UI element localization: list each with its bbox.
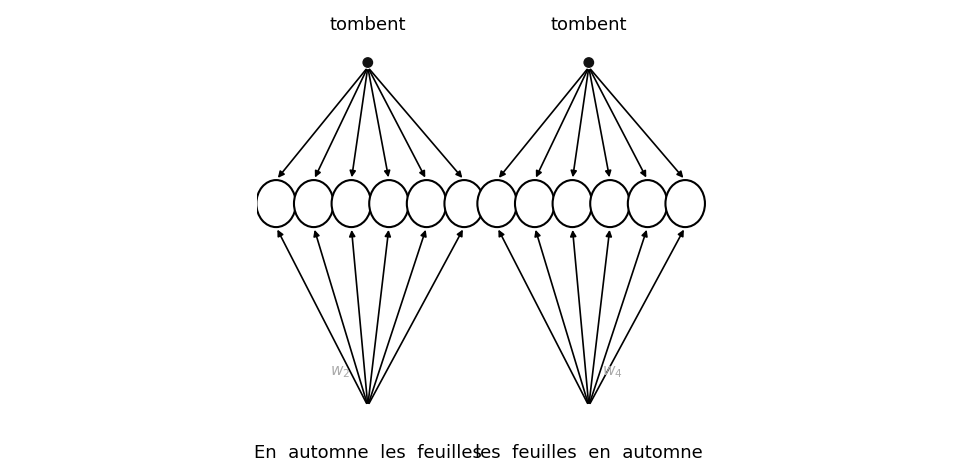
Ellipse shape — [369, 180, 409, 227]
Ellipse shape — [628, 180, 668, 227]
Ellipse shape — [553, 180, 592, 227]
Ellipse shape — [666, 180, 705, 227]
Ellipse shape — [515, 180, 554, 227]
Text: $w_2$: $w_2$ — [329, 364, 350, 380]
Text: $w_4$: $w_4$ — [602, 364, 623, 380]
Text: tombent: tombent — [329, 16, 406, 35]
Text: les  feuilles  en  automne: les feuilles en automne — [475, 444, 702, 462]
Circle shape — [363, 58, 373, 67]
Ellipse shape — [407, 180, 446, 227]
Text: tombent: tombent — [551, 16, 627, 35]
Ellipse shape — [477, 180, 517, 227]
Ellipse shape — [294, 180, 333, 227]
Ellipse shape — [444, 180, 484, 227]
Ellipse shape — [256, 180, 296, 227]
Circle shape — [584, 58, 593, 67]
Text: En  automne  les  feuilles: En automne les feuilles — [254, 444, 482, 462]
Ellipse shape — [331, 180, 371, 227]
Ellipse shape — [590, 180, 630, 227]
